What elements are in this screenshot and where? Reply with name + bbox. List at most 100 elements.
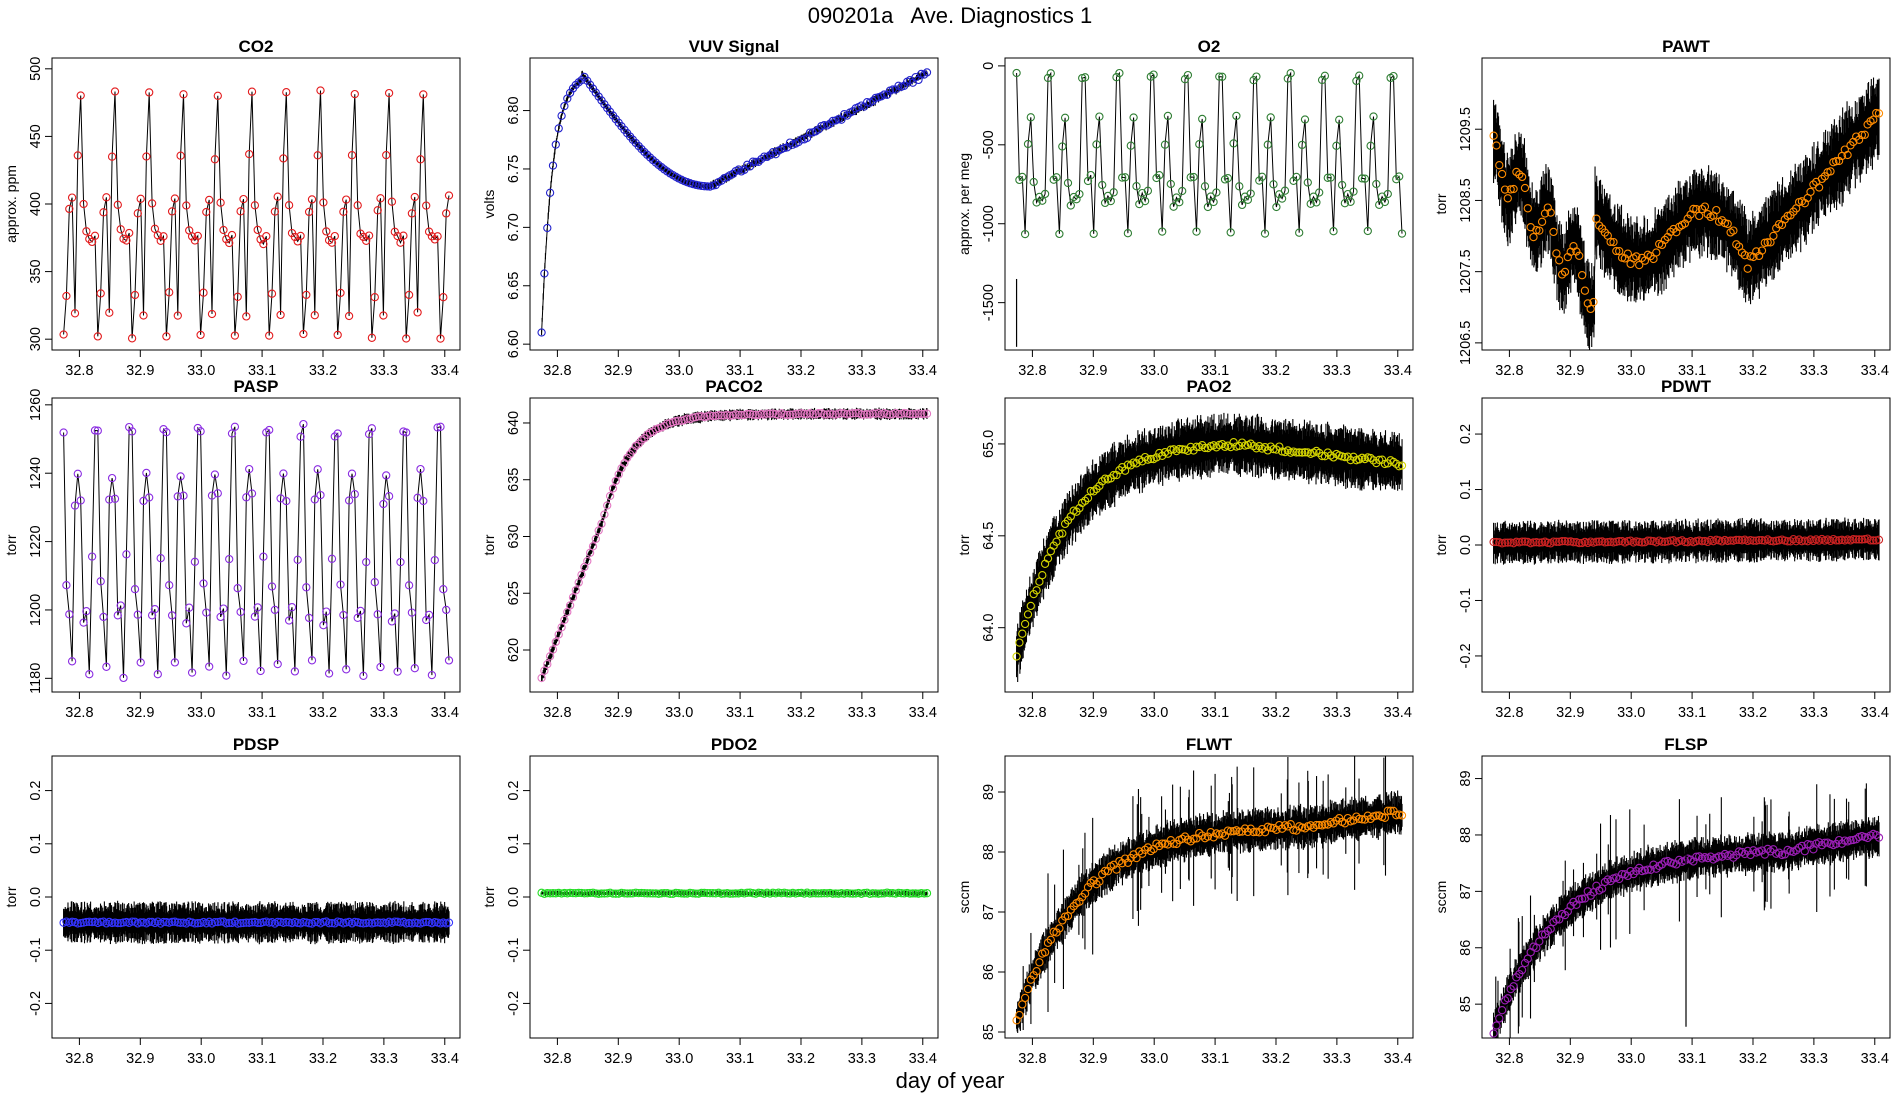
data-point — [1349, 187, 1358, 196]
y-tick-label: 1240 — [28, 457, 44, 489]
data-point — [1557, 270, 1567, 279]
data-point — [273, 659, 282, 669]
panel-o2: O2 approx. per meg -1500 -1000 -500 0 32.8 32.9… — [956, 37, 1414, 379]
data-point — [190, 557, 200, 566]
data-point — [894, 409, 903, 419]
data-point — [390, 227, 399, 236]
x-tick-label: 33.0 — [1140, 363, 1168, 379]
data-point — [302, 290, 311, 300]
data-point — [1380, 197, 1390, 207]
series-markers — [1489, 534, 1884, 548]
data-point — [828, 410, 837, 419]
data-point — [179, 90, 188, 99]
data-point — [1038, 196, 1047, 205]
data-point — [1520, 537, 1530, 546]
data-point — [347, 151, 357, 160]
data-point — [270, 605, 280, 615]
data-point — [393, 231, 402, 241]
data-point — [917, 409, 926, 419]
data-point — [1175, 444, 1184, 454]
data-point — [1692, 205, 1701, 214]
data-point — [342, 665, 351, 674]
data-point — [1623, 537, 1632, 546]
data-point — [1355, 71, 1364, 80]
data-point — [227, 429, 237, 438]
x-tick-label: 33.2 — [1739, 705, 1767, 721]
data-point — [1509, 184, 1518, 194]
data-point — [1643, 536, 1652, 545]
data-point — [663, 419, 672, 428]
data-point — [273, 192, 282, 201]
data-point — [262, 428, 271, 437]
data-point — [353, 201, 362, 210]
data-point — [193, 231, 202, 241]
data-point — [145, 88, 154, 97]
data-point — [1192, 227, 1201, 236]
data-point — [637, 144, 646, 154]
x-tick-label: 33.3 — [848, 705, 876, 721]
data-point — [242, 312, 251, 321]
data-point — [1749, 536, 1758, 545]
series-markers — [537, 408, 932, 683]
data-point — [270, 207, 280, 216]
data-point — [1212, 188, 1221, 197]
data-point — [1092, 140, 1101, 149]
data-point — [1740, 251, 1749, 260]
y-axis-label: torr — [1433, 193, 1449, 214]
y-tick-label: -500 — [981, 130, 997, 159]
y-tick-label: -0.2 — [1458, 643, 1474, 668]
data-point — [142, 468, 151, 478]
data-point — [1646, 251, 1655, 261]
data-point — [814, 409, 823, 418]
data-point — [1523, 204, 1532, 213]
data-point — [1503, 194, 1512, 203]
data-point — [1732, 535, 1741, 545]
data-point — [1366, 141, 1375, 150]
panel-title: PDSP — [233, 735, 279, 754]
data-point — [1326, 173, 1335, 182]
data-point — [1118, 173, 1127, 182]
data-point — [1269, 180, 1278, 189]
data-point — [1038, 571, 1047, 580]
data-point — [748, 410, 758, 419]
data-point — [1100, 198, 1110, 208]
panel-title: PDWT — [1661, 377, 1712, 396]
data-point — [1200, 443, 1210, 453]
data-point — [545, 652, 555, 661]
data-point — [436, 422, 445, 431]
y-tick-label: 6.65 — [506, 272, 522, 300]
data-point — [245, 149, 254, 159]
data-point — [745, 162, 755, 171]
data-point — [588, 542, 598, 551]
data-point — [1066, 201, 1075, 210]
data-point — [1023, 139, 1033, 149]
data-point — [1315, 188, 1324, 197]
data-point — [597, 519, 606, 528]
data-point — [410, 664, 419, 673]
data-point — [1295, 448, 1304, 457]
data-point — [133, 209, 142, 218]
data-point — [207, 491, 217, 500]
data-point — [583, 556, 592, 566]
y-axis-label: volts — [481, 190, 497, 219]
data-point — [130, 290, 140, 300]
y-axis-label: approx. per meg — [956, 153, 972, 255]
data-point — [902, 409, 912, 418]
data-point — [1052, 537, 1061, 546]
data-point — [543, 223, 552, 233]
data-point — [1166, 445, 1175, 454]
data-point — [82, 607, 91, 616]
data-point — [376, 194, 385, 203]
data-point — [1323, 173, 1332, 182]
data-point — [1012, 68, 1021, 78]
data-point — [1129, 113, 1138, 122]
data-point — [353, 613, 362, 622]
data-point — [537, 673, 546, 683]
data-point — [1046, 69, 1055, 78]
data-point — [396, 238, 405, 247]
data-point — [543, 660, 552, 669]
data-point — [571, 80, 580, 90]
data-point — [339, 207, 348, 216]
data-point — [537, 328, 546, 337]
